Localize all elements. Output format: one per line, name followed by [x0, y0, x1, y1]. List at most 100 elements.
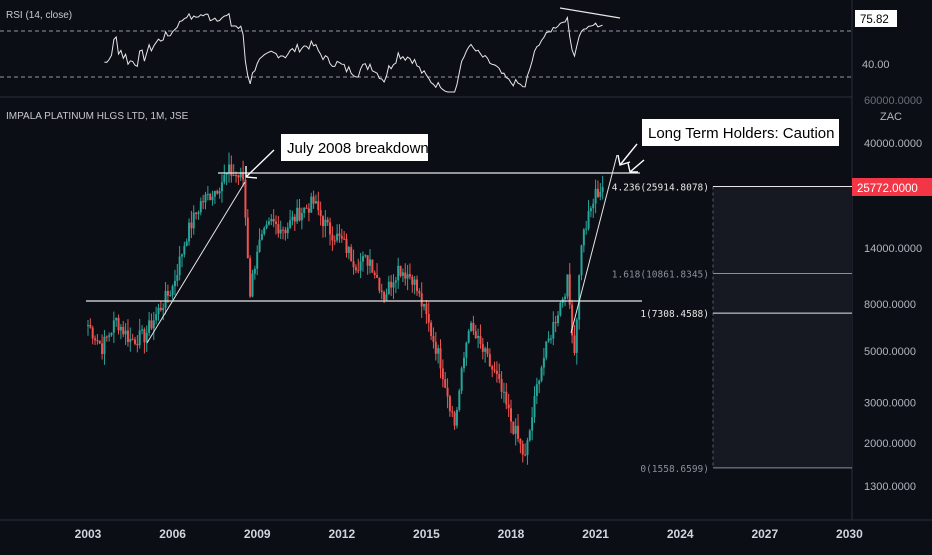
candle-body	[465, 342, 468, 358]
candle-body	[232, 175, 235, 177]
candle-body	[413, 279, 416, 285]
candle-body	[408, 274, 411, 277]
currency-label: ZAC	[880, 111, 902, 123]
rsi-divergence-line[interactable]	[559, 7, 621, 19]
candle-body	[343, 238, 346, 240]
candle-body	[594, 188, 597, 204]
candle-body	[512, 421, 515, 434]
candle-body	[455, 409, 458, 426]
candle-body	[202, 201, 205, 203]
candle-body	[418, 291, 421, 294]
candle-body	[364, 255, 367, 257]
candle-body	[333, 240, 336, 242]
trendline-2008[interactable]	[146, 181, 246, 344]
fib-level-label: 1(7308.4588)	[640, 309, 709, 320]
candle-body	[171, 286, 174, 296]
candle-body	[582, 229, 585, 246]
candle-body	[380, 290, 383, 292]
candle-body	[547, 338, 550, 342]
candle-body	[420, 293, 423, 307]
candle-body	[549, 338, 552, 340]
candle-body	[310, 196, 313, 213]
candle-body	[211, 196, 214, 201]
candle-body	[225, 172, 228, 175]
candle-body	[216, 190, 219, 194]
candle-body	[439, 348, 442, 369]
price-tick-label: 3000.0000	[864, 397, 916, 409]
candle-body	[260, 233, 263, 240]
candle-body	[568, 274, 571, 305]
candle-body	[228, 164, 230, 173]
candle-body	[239, 172, 242, 178]
candle-body	[195, 212, 198, 214]
candle-body	[192, 212, 195, 229]
arrow-icon-breakdown	[245, 149, 275, 179]
candle-body	[258, 239, 261, 252]
candle-body	[213, 190, 216, 197]
candle-body	[289, 220, 292, 228]
candle-body	[589, 208, 592, 212]
candle-body	[507, 404, 510, 409]
candle-body	[338, 233, 341, 236]
fib-zone	[713, 186, 852, 468]
candle-body	[148, 320, 151, 333]
candle-body	[141, 329, 144, 331]
candle-body	[474, 331, 477, 339]
candle-body	[230, 164, 233, 176]
candle-body	[580, 245, 583, 276]
candle-body	[98, 340, 101, 344]
candle-body	[451, 411, 454, 413]
candle-body	[110, 332, 113, 336]
time-tick-label: 2015	[413, 527, 440, 541]
candle-body	[115, 317, 118, 321]
candle-body	[197, 212, 200, 214]
candle-body	[242, 172, 245, 180]
candle-body	[378, 277, 381, 291]
candle-body	[538, 380, 541, 385]
price-tick-label: 60000.0000	[864, 95, 922, 107]
candle-body	[484, 348, 487, 352]
candle-body	[89, 325, 92, 328]
breakdown-box[interactable]	[281, 134, 428, 161]
price-badge-label: 25772.0000	[857, 183, 918, 195]
candle-body	[178, 256, 181, 276]
candle-body	[425, 303, 428, 314]
candle-body	[505, 391, 508, 405]
candle-body	[124, 330, 127, 335]
candle-body	[267, 221, 270, 225]
fib-level-label: 1.618(10861.8345)	[612, 269, 709, 280]
candle-body	[159, 307, 162, 311]
trendline-2021[interactable]	[570, 154, 618, 334]
candle-body	[552, 322, 555, 339]
candle-body	[101, 343, 104, 354]
candle-body	[369, 259, 371, 266]
candle-body	[345, 238, 348, 253]
candle-body	[554, 322, 557, 324]
candle-body	[155, 314, 158, 321]
candle-body	[286, 227, 289, 234]
candle-body	[434, 341, 437, 354]
candle-body	[448, 396, 451, 412]
candle-body	[357, 270, 360, 272]
candle-body	[528, 430, 531, 441]
candle-body	[270, 218, 273, 222]
candle-body	[500, 378, 503, 392]
price-tick-label: 14000.0000	[864, 243, 922, 255]
candle-body	[96, 340, 99, 342]
candle-body	[477, 335, 480, 339]
caution-box[interactable]	[642, 119, 839, 146]
candle-body	[136, 343, 139, 346]
time-tick-label: 2009	[244, 527, 271, 541]
candle-body	[437, 348, 440, 354]
candle-body	[282, 229, 285, 231]
candle-body	[514, 425, 517, 434]
price-badge	[852, 178, 932, 196]
time-tick-label: 2012	[328, 527, 355, 541]
candle-body	[305, 207, 308, 209]
candle-body	[441, 368, 444, 380]
candle-body	[383, 291, 386, 301]
candle-body	[91, 327, 94, 339]
rsi-value-badge	[855, 10, 897, 27]
candle-layer	[87, 152, 604, 465]
